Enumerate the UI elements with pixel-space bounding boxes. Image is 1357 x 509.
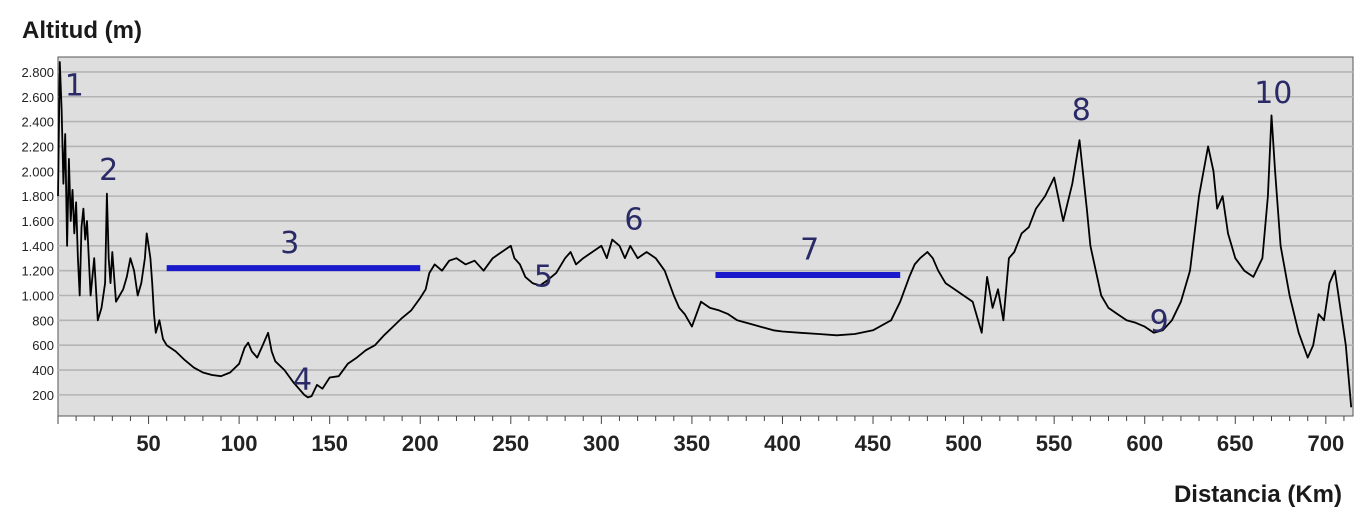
elevation-line xyxy=(57,61,1353,408)
x-tick-label: 400 xyxy=(764,431,801,456)
y-tick-label: 1.800 xyxy=(21,189,54,204)
annotation-label-1: 1 xyxy=(65,68,84,103)
x-tick-label: 500 xyxy=(945,431,982,456)
y-tick-label: 2.400 xyxy=(21,115,54,130)
x-tick-label: 350 xyxy=(674,431,711,456)
y-tick-label: 1.600 xyxy=(21,214,54,229)
x-tick-label: 650 xyxy=(1217,431,1254,456)
annotation-label-10: 10 xyxy=(1254,76,1292,111)
x-axis-label: Distancia (Km) xyxy=(1174,481,1342,508)
plot-area: 200 400 600 800 1.000 1.200 1.400 1.600 1.800 2.0… xyxy=(21,56,1354,456)
y-axis-label: Altitud (m) xyxy=(22,17,142,44)
x-tick-label: 150 xyxy=(311,431,348,456)
x-tick-label: 700 xyxy=(1307,431,1344,456)
annotation-label-8: 8 xyxy=(1072,93,1091,128)
x-tick-label: 600 xyxy=(1126,431,1163,456)
y-tick-label: 800 xyxy=(32,313,54,328)
annotation-label-9: 9 xyxy=(1150,304,1169,339)
y-tick-label: 1.400 xyxy=(21,239,54,254)
y-tick-label: 600 xyxy=(32,338,54,353)
annotation-label-4: 4 xyxy=(293,363,312,398)
plot-background xyxy=(57,56,1354,417)
x-tick-label: 100 xyxy=(221,431,258,456)
y-tick-label: 2.600 xyxy=(21,90,54,105)
x-tick-label: 300 xyxy=(583,431,620,456)
x-tick-label: 450 xyxy=(855,431,892,456)
y-tick-label: 2.800 xyxy=(21,65,54,80)
x-tick-label: 250 xyxy=(492,431,529,456)
annotation-label-3: 3 xyxy=(280,226,299,261)
x-tick-label: 50 xyxy=(136,431,160,456)
x-tick-label: 200 xyxy=(402,431,439,456)
annotation-label-5: 5 xyxy=(534,260,553,295)
y-tick-label: 400 xyxy=(32,363,54,378)
annotation-label-6: 6 xyxy=(624,202,643,237)
annotation-label-2: 2 xyxy=(99,153,118,188)
x-tick-label: 550 xyxy=(1036,431,1073,456)
y-tick-label: 2.200 xyxy=(21,139,54,154)
y-tick-label: 2.000 xyxy=(21,164,54,179)
y-tick-label: 1.200 xyxy=(21,264,54,279)
y-tick-label: 1.000 xyxy=(21,289,54,304)
annotation-label-7: 7 xyxy=(800,232,819,267)
y-tick-label: 200 xyxy=(32,388,54,403)
